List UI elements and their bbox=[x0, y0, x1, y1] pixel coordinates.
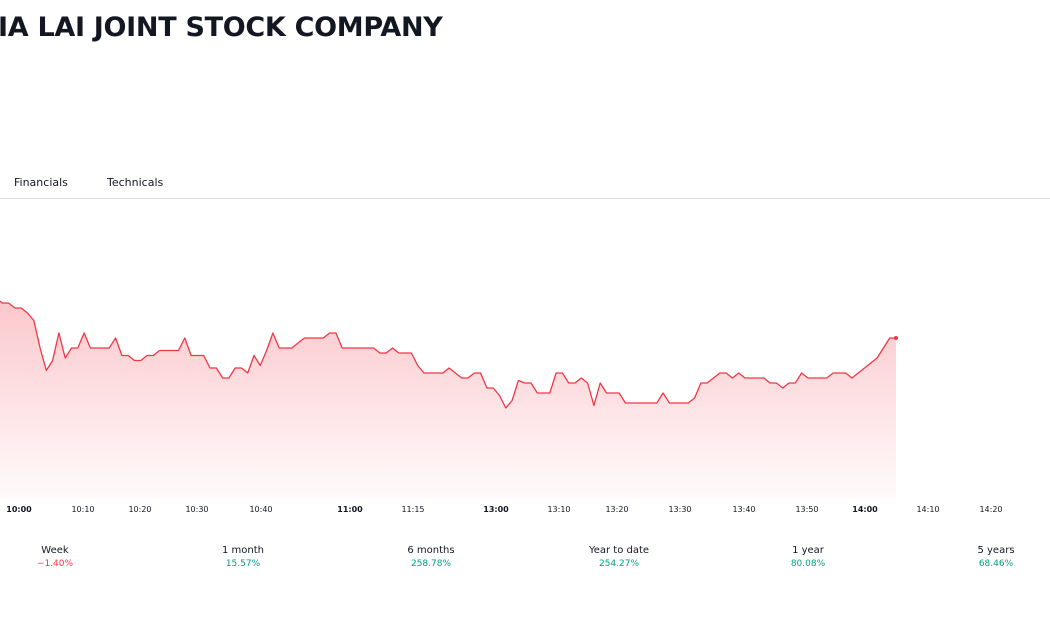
x-axis-ticks: 10:00 10:10 10:20 10:30 10:40 11:00 11:15 13:00… bbox=[6, 505, 1002, 514]
company-title: IA LAI JOINT STOCK COMPANY bbox=[0, 12, 443, 43]
perf-1-month[interactable]: 1 month 15.57% bbox=[188, 545, 298, 569]
perf-year-to-date-value: 254.27% bbox=[598, 559, 640, 569]
tab-technicals[interactable]: Technicals bbox=[107, 176, 164, 189]
x-tick-label: 13:10 bbox=[547, 505, 570, 514]
perf-5-years-value: 68.46% bbox=[978, 559, 1014, 569]
price-area-fill bbox=[0, 301, 896, 498]
x-tick-label: 10:30 bbox=[185, 505, 208, 514]
x-tick-label: 14:00 bbox=[852, 505, 878, 514]
perf-6-months[interactable]: 6 months 258.78% bbox=[376, 545, 486, 569]
x-tick-label: 10:40 bbox=[249, 505, 272, 514]
perf-1-month-label: 1 month bbox=[222, 545, 264, 556]
perf-5-years-label: 5 years bbox=[977, 545, 1015, 556]
last-price-point bbox=[894, 336, 898, 340]
x-tick-label: 11:00 bbox=[337, 505, 363, 514]
price-chart-svg: 10:00 10:10 10:20 10:30 10:40 11:00 11:15 13:00… bbox=[0, 300, 1003, 514]
x-tick-label: 10:10 bbox=[71, 505, 94, 514]
x-tick-label: 13:40 bbox=[732, 505, 755, 514]
perf-6-months-value: 258.78% bbox=[410, 559, 452, 569]
price-line bbox=[0, 300, 896, 409]
perf-1-year[interactable]: 1 year 80.08% bbox=[753, 545, 863, 569]
x-tick-label: 13:00 bbox=[483, 505, 509, 514]
perf-year-to-date-label: Year to date bbox=[588, 545, 650, 556]
x-tick-label: 13:30 bbox=[668, 505, 691, 514]
x-tick-label: 14:20 bbox=[979, 505, 1002, 514]
performance-summary: Week −1.40% 1 month 15.57% 6 months 258.… bbox=[0, 545, 1050, 585]
x-tick-label: 13:20 bbox=[605, 505, 628, 514]
perf-1-year-label: 1 year bbox=[792, 545, 824, 556]
price-chart[interactable]: 10:00 10:10 10:20 10:30 10:40 11:00 11:15 13:00… bbox=[0, 200, 1050, 525]
x-tick-label: 11:15 bbox=[401, 505, 424, 514]
x-tick-label: 14:10 bbox=[916, 505, 939, 514]
perf-week[interactable]: Week −1.40% bbox=[0, 545, 110, 569]
perf-5-years[interactable]: 5 years 68.46% bbox=[941, 545, 1050, 569]
tab-bar: Financials Technicals bbox=[0, 170, 1050, 199]
perf-6-months-label: 6 months bbox=[407, 545, 455, 556]
perf-1-year-value: 80.08% bbox=[790, 559, 826, 569]
perf-year-to-date[interactable]: Year to date 254.27% bbox=[564, 545, 674, 569]
perf-1-month-value: 15.57% bbox=[225, 559, 261, 569]
x-tick-label: 13:50 bbox=[795, 505, 818, 514]
perf-week-label: Week bbox=[41, 545, 69, 556]
perf-week-value: −1.40% bbox=[36, 559, 74, 569]
x-tick-label: 10:20 bbox=[128, 505, 151, 514]
tab-financials[interactable]: Financials bbox=[14, 176, 68, 189]
x-tick-label: 10:00 bbox=[6, 505, 32, 514]
